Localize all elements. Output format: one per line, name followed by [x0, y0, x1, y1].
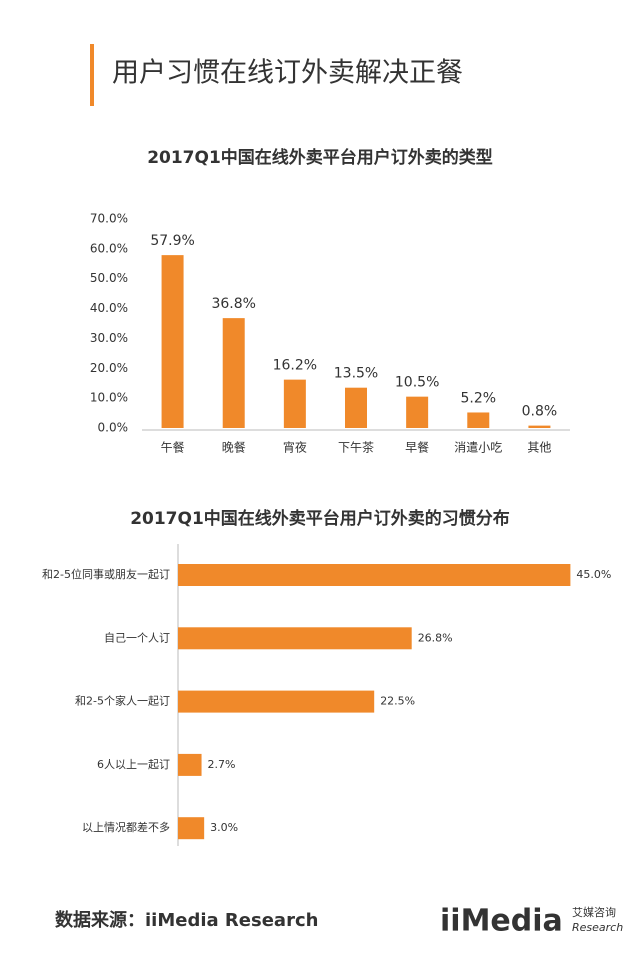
value-label: 3.0% [210, 821, 238, 834]
chart-title: 2017Q1中国在线外卖平台用户订外卖的习惯分布 [130, 508, 510, 529]
y-tick-label: 40.0% [90, 301, 128, 315]
y-tick-label: 10.0% [90, 391, 128, 405]
value-label: 45.0% [576, 568, 611, 581]
y-tick-label: 60.0% [90, 241, 128, 255]
value-label: 2.7% [208, 758, 236, 771]
y-tick-label: 30.0% [90, 331, 128, 345]
bar [178, 564, 571, 586]
logo: iiMedia [440, 904, 563, 939]
y-tick-label: 6人以上一起订 [97, 758, 170, 771]
bar [161, 255, 184, 428]
chart-title: 2017Q1中国在线外卖平台用户订外卖的类型 [147, 147, 493, 168]
bar [178, 817, 205, 840]
logo-en: Research [572, 921, 623, 934]
y-tick-label: 70.0% [90, 212, 128, 226]
page-title: 用户习惯在线订外卖解决正餐 [112, 58, 463, 89]
source: 数据来源：iiMedia Research [55, 909, 318, 931]
y-tick-label: 20.0% [90, 361, 128, 375]
title-accent [90, 44, 94, 106]
bar [178, 627, 412, 650]
y-tick-label: 自己一个人订 [104, 631, 170, 644]
x-tick-label: 晚餐 [222, 440, 246, 455]
y-tick-label: 50.0% [90, 271, 128, 285]
x-tick-label: 宵夜 [283, 440, 307, 455]
value-label: 26.8% [418, 631, 453, 644]
bar [345, 387, 367, 428]
bar [528, 425, 551, 428]
bar [178, 690, 375, 713]
bar [283, 379, 306, 428]
value-label: 22.5% [380, 695, 415, 708]
y-tick-label: 0.0% [98, 421, 129, 435]
value-label: 5.2% [460, 390, 496, 406]
x-tick-label: 下午茶 [338, 440, 374, 455]
x-tick-label: 其他 [527, 441, 551, 455]
y-tick-label: 以上情况都差不多 [82, 820, 170, 834]
x-tick-label: 早餐 [405, 440, 429, 455]
y-tick-label: 和2-5个家人一起订 [75, 694, 170, 708]
value-label: 57.9% [150, 233, 194, 249]
x-tick-label: 消遣小吃 [454, 440, 502, 455]
value-label: 0.8% [522, 404, 558, 420]
value-label: 13.5% [334, 366, 378, 382]
value-label: 16.2% [273, 358, 317, 374]
value-label: 36.8% [211, 296, 255, 312]
bar [222, 318, 245, 428]
bar [467, 412, 490, 428]
bar [178, 753, 202, 776]
x-tick-label: 午餐 [161, 440, 185, 455]
logo-cn: 艾媒咨询 [572, 905, 616, 919]
value-label: 10.5% [395, 375, 439, 391]
bar [406, 396, 429, 428]
y-tick-label: 和2-5位同事或朋友一起订 [42, 567, 170, 581]
